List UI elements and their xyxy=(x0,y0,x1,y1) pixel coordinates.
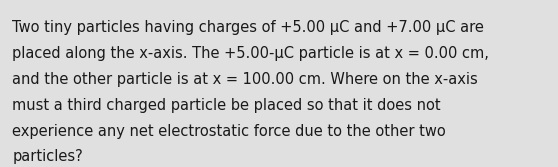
Text: experience any net electrostatic force due to the other two: experience any net electrostatic force d… xyxy=(12,124,446,139)
Text: particles?: particles? xyxy=(12,149,83,164)
Text: Two tiny particles having charges of +5.00 μC and +7.00 μC are: Two tiny particles having charges of +5.… xyxy=(12,20,484,35)
Text: placed along the x-axis. The +5.00-μC particle is at x = 0.00 cm,: placed along the x-axis. The +5.00-μC pa… xyxy=(12,46,489,61)
Text: must a third charged particle be placed so that it does not: must a third charged particle be placed … xyxy=(12,98,441,113)
Text: and the other particle is at x = 100.00 cm. Where on the x-axis: and the other particle is at x = 100.00 … xyxy=(12,72,478,87)
